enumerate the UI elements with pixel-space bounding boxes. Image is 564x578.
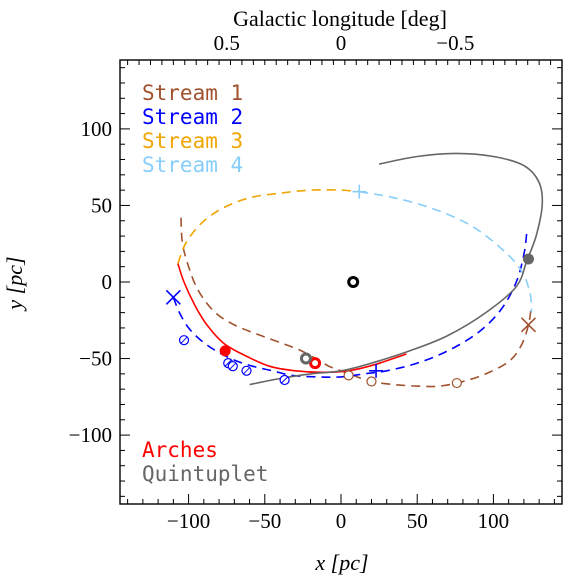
top-tick-label: 0.5 xyxy=(214,31,240,55)
marker-open-circle xyxy=(366,376,377,387)
series-marker xyxy=(219,345,231,357)
legend-entry: Stream 2 xyxy=(142,105,243,129)
series-marker xyxy=(451,377,462,389)
tick-labels: −100 −50 0 50 100 −100 −50 0 50 100 0.5 0 −0.5 xyxy=(69,31,510,533)
marker-open-circle-thick xyxy=(309,357,322,370)
series-marker xyxy=(343,370,354,381)
x-tick-label: −100 xyxy=(167,509,210,533)
series-line xyxy=(359,190,533,313)
series-marker xyxy=(227,361,238,372)
y-tick-label: −50 xyxy=(79,347,112,371)
marker-open-circle-thick xyxy=(299,352,312,365)
marker-circle-slash xyxy=(180,336,188,344)
series-line xyxy=(172,231,528,378)
series-marker xyxy=(241,365,252,376)
y-tick-label: −100 xyxy=(69,423,112,447)
series-marker xyxy=(522,253,534,265)
top-tick-label: 0 xyxy=(336,31,347,55)
legend-entry: Arches xyxy=(142,438,218,462)
x-axis-title: x [pc] xyxy=(314,550,368,575)
marker-x-b xyxy=(165,289,181,305)
marker-circle-slash xyxy=(281,376,288,384)
series-line xyxy=(180,217,533,388)
series-marker xyxy=(352,184,367,199)
series-marker xyxy=(520,317,537,333)
legend-entry: Stream 1 xyxy=(142,81,243,105)
series-marker xyxy=(347,276,360,288)
marker-open-circle xyxy=(343,370,354,381)
series-layer xyxy=(172,152,544,388)
series-line xyxy=(249,152,544,386)
series-marker xyxy=(279,374,290,386)
series-marker xyxy=(366,376,377,387)
marker-open-circle-thick xyxy=(347,276,360,288)
y-tick-label: 0 xyxy=(102,270,113,294)
series-line xyxy=(177,189,360,264)
series-marker xyxy=(299,352,312,365)
series-marker xyxy=(369,363,384,378)
x-tick-label: 0 xyxy=(336,509,347,533)
series-marker xyxy=(165,289,181,305)
marker-circle-slash xyxy=(243,367,250,375)
top-axis-title: Galactic longitude [deg] xyxy=(233,6,447,31)
series-line xyxy=(177,263,407,374)
marker-filled-circle xyxy=(522,253,534,265)
ticks xyxy=(120,60,562,504)
x-tick-label: 50 xyxy=(407,509,428,533)
marker-layer xyxy=(165,184,537,389)
legend-entry: Stream 3 xyxy=(142,129,243,153)
marker-filled-circle xyxy=(219,345,231,357)
series-marker xyxy=(178,335,190,346)
y-axis-title: y [pc] xyxy=(2,256,27,311)
x-tick-label: −50 xyxy=(248,509,281,533)
y-tick-label: 50 xyxy=(91,193,112,217)
x-tick-label: 100 xyxy=(478,509,510,533)
marker-open-circle xyxy=(451,377,462,389)
legend-entry: Stream 4 xyxy=(142,153,243,177)
series-marker xyxy=(309,357,322,370)
marker-circle-slash xyxy=(229,362,237,370)
top-tick-label: −0.5 xyxy=(436,31,474,55)
marker-circle-slash xyxy=(224,359,232,367)
y-tick-label: 100 xyxy=(81,117,113,141)
marker-x-b xyxy=(520,317,537,333)
legend-entry: Quintuplet xyxy=(142,462,268,486)
